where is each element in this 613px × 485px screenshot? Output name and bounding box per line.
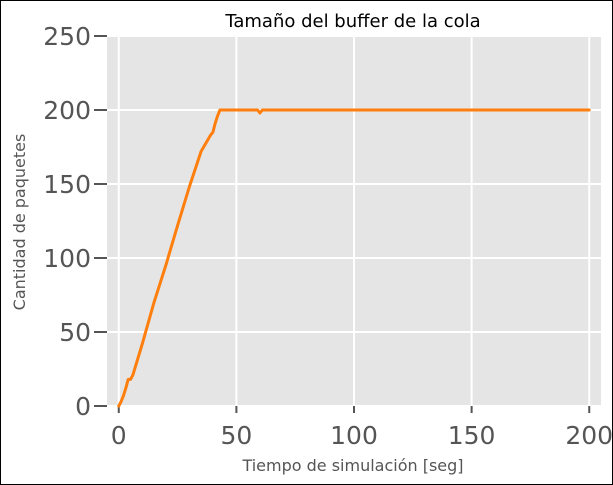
series-line <box>117 108 591 408</box>
y-axis-label: Cantidad de paquetes <box>10 134 29 311</box>
y-tick-label: 150 <box>43 170 91 199</box>
chart-title: Tamaño del buffer de la cola <box>224 11 480 32</box>
x-tick-label: 0 <box>111 421 127 450</box>
y-tick-label: 250 <box>43 22 91 51</box>
x-tick-label: 100 <box>330 421 378 450</box>
y-tick-label: 200 <box>43 96 91 125</box>
y-tick-label: 50 <box>59 318 91 347</box>
x-tick-label: 50 <box>220 421 252 450</box>
series-group <box>117 108 591 408</box>
x-axis-label: Tiempo de simulación [seg] <box>241 456 463 475</box>
y-tick-label: 0 <box>75 392 91 421</box>
axis-ticks: 0 50 100 150 200 0 50 100 150 200 250 <box>43 22 612 450</box>
y-tick-label: 100 <box>43 244 91 273</box>
x-tick-label: 150 <box>448 421 496 450</box>
x-tick-label: 200 <box>565 421 612 450</box>
